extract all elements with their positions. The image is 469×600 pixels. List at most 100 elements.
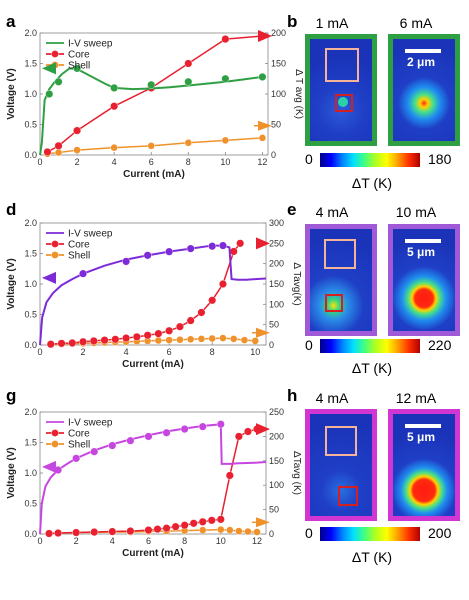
core-point-d (100, 336, 109, 345)
core-point-g (207, 516, 216, 525)
core-point-a (73, 126, 82, 135)
iv-point-d (143, 251, 152, 260)
thermal-e-left-label: 4 mA (315, 204, 349, 220)
core-point-d (122, 334, 131, 343)
iv-axis-arrow-g (42, 460, 56, 473)
core-point-d (143, 331, 152, 340)
legend-label-a: Shell (68, 61, 90, 72)
colorbar-h-min: 0 (305, 525, 313, 541)
shell-point-g (226, 526, 234, 534)
y-left-tick-label-g: 1.0 (24, 468, 37, 478)
iv-sweep-line-g (39, 423, 267, 535)
shell-point-d (230, 335, 238, 343)
y-left-tick-label-d: 0.0 (24, 340, 37, 350)
core-point-g (54, 529, 63, 538)
y-left-tick-label-a: 0.5 (24, 120, 37, 130)
y-right-tick-label-g: 150 (269, 456, 284, 466)
y-left-axis-label-a: Voltage (V) (6, 68, 17, 119)
core-series-line-a (47, 35, 263, 153)
legend-label-g: I-V sweep (68, 418, 113, 429)
y-left-tick-label-d: 0.5 (24, 310, 37, 320)
shell-point-a (73, 146, 81, 154)
x-tick-label-d: 0 (37, 347, 42, 357)
core-point-d (186, 316, 195, 325)
iv-point-a (110, 83, 119, 92)
core-point-a (221, 35, 230, 44)
core-point-d (111, 335, 120, 344)
y-right-tick-label-d: 300 (269, 218, 284, 228)
panel-label-d: d (6, 200, 17, 219)
iv-point-g (90, 447, 99, 456)
shell-point-g (253, 528, 261, 536)
y-right-tick-label-d: 100 (269, 299, 284, 309)
shell-point-g (199, 526, 207, 534)
x-tick-label-g: 0 (37, 536, 42, 546)
y-left-tick-label-a: 1.0 (24, 89, 37, 99)
colorbar-e (320, 339, 420, 353)
colorbar-h-max: 200 (428, 525, 452, 541)
shell-point-d (186, 335, 195, 344)
iv-point-g (108, 441, 117, 450)
legend-marker-a (51, 50, 59, 58)
y-right-tick-label-d: 250 (269, 238, 284, 248)
colorbar-e-title: ΔT (K) (351, 360, 393, 376)
iv-point-d (186, 244, 195, 253)
legend-label-d: Core (68, 240, 90, 251)
x-tick-label-a: 0 (37, 157, 42, 167)
core-point-d (154, 329, 163, 338)
core-point-d (218, 280, 227, 289)
iv-point-a (221, 74, 230, 83)
y-right-axis-label-d: Δ Tavg(K) (291, 262, 302, 305)
iv-point-g (72, 454, 81, 463)
y-right-tick-label-d: 0 (269, 340, 274, 350)
iv-axis-arrow-a (42, 62, 56, 75)
x-tick-label-d: 6 (167, 347, 172, 357)
thermal-e-left-image (305, 224, 377, 336)
x-tick-label-g: 12 (252, 536, 262, 546)
x-axis-label-a: Current (mA) (123, 169, 185, 180)
shell-point-g (244, 527, 252, 536)
shell-axis-arrow-a (258, 120, 272, 131)
y-right-tick-label-g: 250 (269, 407, 284, 417)
y-right-tick-label-a: 100 (271, 89, 286, 99)
iv-point-a (258, 72, 267, 81)
x-tick-label-d: 8 (210, 347, 215, 357)
core-point-d (57, 339, 66, 348)
core-point-a (43, 147, 52, 156)
core-point-g (198, 517, 207, 526)
y-right-tick-label-a: 200 (271, 28, 286, 38)
y-right-tick-label-d: 150 (269, 279, 284, 289)
thermal-h-right-label: 12 mA (395, 390, 437, 406)
core-axis-arrow-g (256, 423, 270, 436)
core-point-g (225, 471, 234, 480)
iv-point-a (147, 80, 156, 89)
thermal-h-right-image: 5 μm (388, 409, 460, 521)
core-point-a (110, 102, 119, 111)
core-point-d (165, 326, 174, 335)
iv-axis-arrow-d (42, 271, 56, 284)
thermal-b-left-image (305, 34, 377, 146)
x-axis-label-g: Current (mA) (122, 548, 184, 559)
iv-point-d (79, 269, 88, 278)
core-point-d (208, 296, 217, 305)
colorbar-e-min: 0 (305, 337, 313, 353)
legend-label-d: I-V sweep (68, 229, 113, 240)
scale-bar (405, 49, 441, 53)
core-point-a (184, 59, 193, 68)
x-tick-label-d: 4 (124, 347, 129, 357)
shell-point-a (221, 136, 230, 145)
iv-point-g (144, 432, 153, 441)
thermal-h-left-label: 4 mA (315, 390, 349, 406)
x-tick-label-a: 2 (75, 157, 80, 167)
core-point-d (132, 332, 141, 341)
y-right-axis-label-a: Δ T avg (K) (293, 69, 304, 119)
colorbar-e-max: 220 (428, 337, 452, 353)
panel-label-b: b (287, 12, 298, 31)
panel-label-a: a (6, 12, 16, 31)
scale-bar-label: 5 μm (407, 430, 436, 444)
iv-point-d (165, 247, 174, 256)
iv-point-a (54, 77, 63, 86)
y-left-tick-label-g: 1.5 (24, 438, 37, 448)
x-tick-label-d: 2 (81, 347, 86, 357)
